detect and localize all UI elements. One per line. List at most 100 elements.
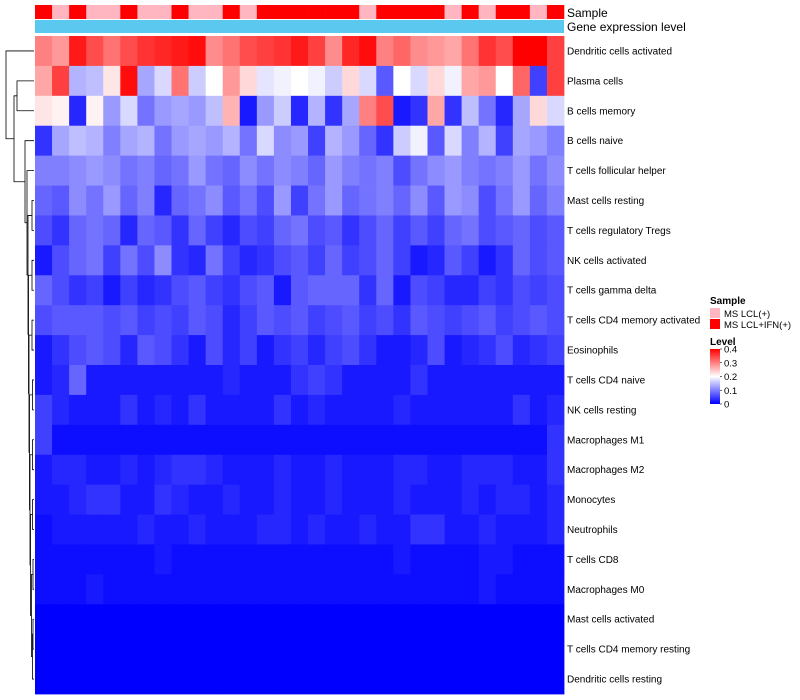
sample-annotation-cell: [273, 5, 292, 19]
heatmap-cell: [120, 365, 138, 396]
heatmap-cell: [256, 514, 275, 545]
dendrogram-branch: [32, 559, 34, 590]
heatmap-cell: [342, 65, 360, 97]
heatmap-cell: [222, 394, 241, 426]
heatmap-cell: [222, 604, 241, 635]
heatmap-cell: [137, 305, 155, 336]
heatmap-cell: [478, 394, 497, 426]
heatmap-cell: [444, 185, 463, 216]
heatmap-cell: [120, 634, 138, 665]
sample-annotation-cell: [342, 5, 360, 19]
heatmap-cell: [188, 305, 207, 336]
heatmap-cell: [120, 185, 138, 216]
heatmap-cell: [444, 365, 463, 396]
heatmap-cell: [222, 454, 241, 486]
heatmap-cell: [120, 574, 138, 605]
heatmap-cell: [137, 634, 155, 665]
heatmap-cell: [69, 544, 87, 575]
heatmap-cell: [154, 215, 172, 246]
heatmap-cell: [444, 634, 463, 665]
heatmap-cell: [239, 215, 258, 246]
heatmap-cell: [512, 454, 531, 486]
heatmap-cell: [393, 155, 411, 186]
row-label: Dendritic cells resting: [567, 675, 662, 686]
heatmap-cell: [478, 305, 497, 336]
heatmap-cell: [478, 275, 497, 306]
heatmap-cell: [120, 394, 138, 426]
heatmap-cell: [410, 65, 428, 97]
heatmap-cell: [410, 155, 428, 186]
heatmap-cell: [427, 394, 445, 426]
heatmap-cell: [205, 454, 224, 486]
heatmap-cell: [35, 664, 53, 695]
heatmap-cell: [427, 484, 445, 515]
heatmap-cell: [410, 36, 428, 67]
heatmap-cell: [120, 155, 138, 186]
heatmap-cell: [69, 305, 87, 336]
heatmap-cell: [308, 365, 326, 396]
heatmap-cell: [35, 305, 53, 336]
sample-annotation-cell: [325, 5, 343, 19]
heatmap-cell: [529, 125, 548, 157]
heatmap-cell: [103, 604, 121, 635]
dendrogram-branch: [32, 379, 34, 411]
heatmap-cell: [239, 394, 258, 426]
heatmap-cell: [308, 335, 326, 366]
heatmap-cell: [478, 574, 497, 605]
heatmap-cell: [444, 65, 463, 97]
heatmap-cell: [290, 275, 309, 306]
heatmap-cell: [512, 544, 531, 575]
heatmap-cell: [512, 574, 531, 605]
heatmap-cell: [222, 95, 241, 127]
heatmap-cell: [308, 155, 326, 186]
heatmap-cell: [137, 664, 155, 695]
heatmap-cell: [103, 125, 121, 157]
sample-annotation-cell: [546, 5, 565, 19]
heatmap-cell: [512, 365, 531, 396]
heatmap-cell: [427, 155, 445, 186]
heatmap-cell: [35, 544, 53, 575]
heatmap-cell: [376, 125, 394, 157]
heatmap-cell: [205, 305, 224, 336]
heatmap-cell: [308, 275, 326, 306]
heatmap-cell: [273, 215, 292, 246]
heatmap-cell: [495, 574, 514, 605]
heatmap-cell: [256, 454, 275, 486]
heatmap-cell: [427, 275, 445, 306]
heatmap-cell: [171, 394, 189, 426]
heatmap-cell: [273, 305, 292, 336]
heatmap-cell: [444, 36, 463, 67]
heatmap-cell: [171, 454, 189, 486]
heatmap-cell: [290, 604, 309, 635]
heatmap-cell: [410, 514, 428, 545]
heatmap-cell: [120, 245, 138, 276]
heatmap-cell: [290, 484, 309, 515]
heatmap-cell: [188, 365, 207, 396]
heatmap-cell: [376, 275, 394, 306]
heatmap-cell: [103, 215, 121, 246]
heatmap-cell: [461, 65, 480, 97]
heatmap-cell: [188, 424, 207, 456]
heatmap-cell: [256, 125, 275, 157]
heatmap-cell: [69, 245, 87, 276]
sample-annotation-cell: [188, 5, 206, 19]
heatmap-cell: [512, 155, 531, 186]
heatmap-cell: [444, 305, 463, 336]
heatmap-cell: [86, 125, 104, 157]
heatmap-cell: [308, 514, 326, 545]
heatmap-cell: [171, 185, 189, 216]
heatmap-cell: [461, 394, 480, 426]
heatmap-cell: [325, 424, 343, 456]
heatmap-cell: [444, 604, 463, 635]
heatmap-cell: [410, 275, 428, 306]
heatmap-cell: [171, 125, 189, 157]
sample-annotation-cell: [103, 5, 121, 19]
heatmap-cell: [222, 335, 241, 366]
heatmap-cell: [154, 484, 172, 515]
heatmap-cell: [512, 245, 531, 276]
heatmap-cell: [137, 65, 155, 97]
heatmap-cell: [205, 335, 224, 366]
heatmap-cell: [444, 155, 463, 186]
heatmap-cell: [393, 365, 411, 396]
